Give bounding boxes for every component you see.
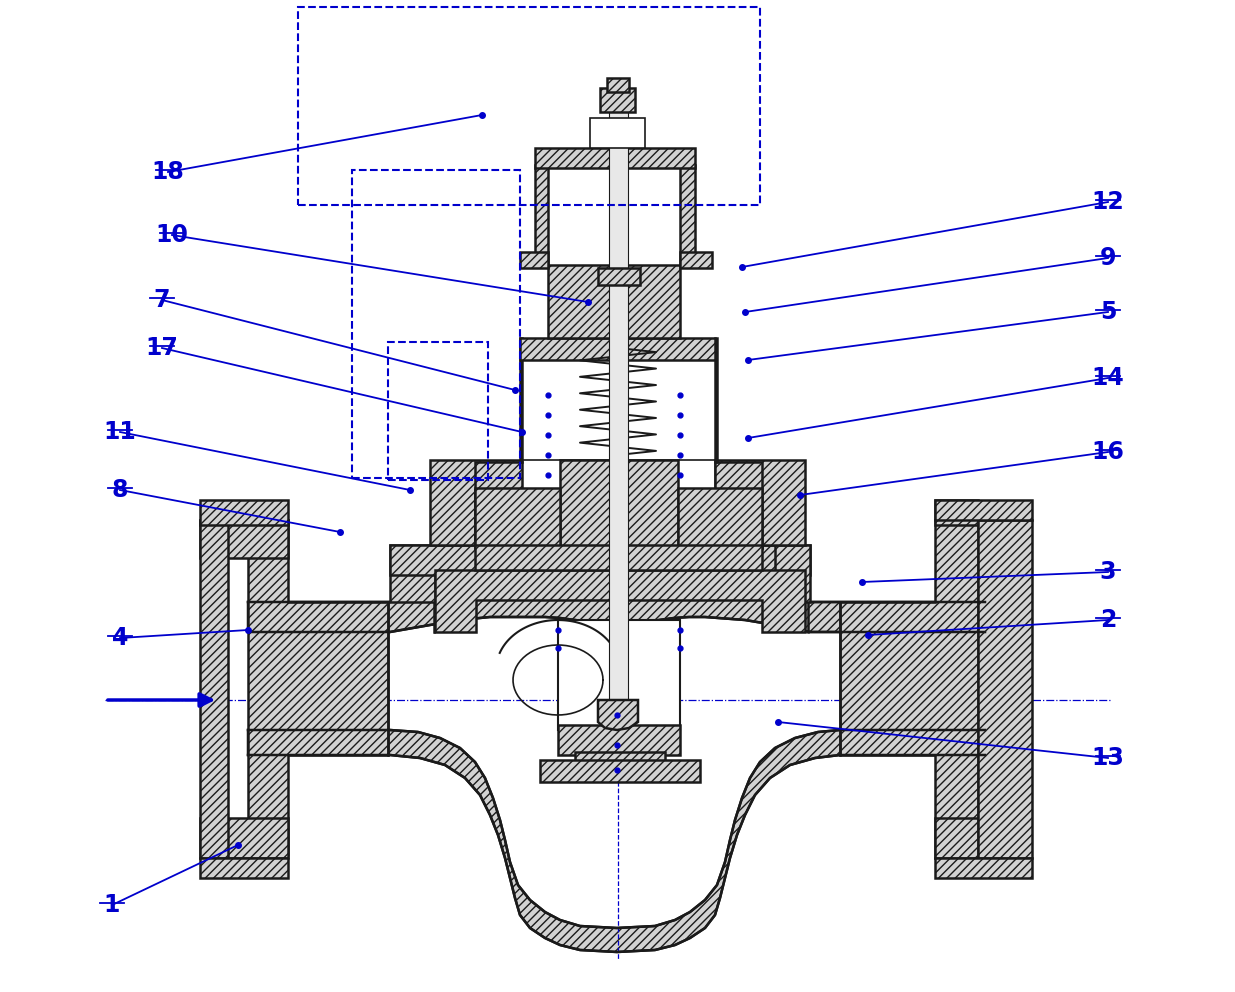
Polygon shape (535, 165, 548, 265)
Text: 16: 16 (1092, 440, 1124, 464)
Polygon shape (390, 545, 435, 602)
Polygon shape (200, 858, 288, 878)
Polygon shape (558, 620, 680, 730)
Bar (352, 170, 520, 478)
Text: 11: 11 (104, 420, 136, 444)
Polygon shape (200, 500, 288, 525)
Polygon shape (576, 752, 664, 768)
Polygon shape (935, 500, 1032, 520)
Polygon shape (535, 148, 695, 168)
Bar (298, 7, 760, 205)
Polygon shape (522, 340, 716, 460)
Polygon shape (520, 252, 548, 268)
Polygon shape (475, 545, 762, 570)
Text: 5: 5 (1099, 300, 1116, 324)
Polygon shape (200, 818, 288, 858)
Text: 18: 18 (152, 160, 184, 184)
Polygon shape (935, 500, 978, 525)
Polygon shape (715, 460, 805, 545)
Polygon shape (475, 488, 559, 548)
Polygon shape (200, 520, 228, 858)
Text: 17: 17 (146, 336, 178, 360)
Polygon shape (520, 338, 522, 462)
Polygon shape (978, 520, 1032, 858)
Polygon shape (430, 460, 520, 545)
Polygon shape (935, 858, 1032, 878)
Bar (388, 342, 488, 480)
Polygon shape (390, 545, 810, 575)
Polygon shape (200, 520, 288, 558)
Polygon shape (248, 730, 986, 952)
Polygon shape (609, 88, 629, 720)
Text: 10: 10 (156, 223, 189, 247)
Text: 9: 9 (1099, 246, 1116, 270)
Polygon shape (715, 462, 762, 548)
Polygon shape (559, 460, 678, 548)
Polygon shape (606, 78, 629, 92)
Polygon shape (248, 578, 986, 632)
Text: 7: 7 (153, 288, 170, 312)
Polygon shape (715, 338, 718, 462)
Polygon shape (435, 570, 805, 632)
Polygon shape (598, 700, 638, 730)
Text: 2: 2 (1100, 608, 1116, 632)
Polygon shape (540, 760, 700, 782)
Polygon shape (776, 545, 810, 602)
Polygon shape (590, 118, 645, 148)
Polygon shape (548, 265, 680, 338)
Polygon shape (248, 520, 388, 855)
Text: 3: 3 (1099, 560, 1116, 584)
Polygon shape (680, 252, 713, 268)
Polygon shape (520, 338, 715, 360)
Text: 14: 14 (1092, 366, 1124, 390)
Polygon shape (598, 268, 640, 285)
Polygon shape (680, 165, 695, 265)
Polygon shape (600, 88, 635, 112)
Text: 13: 13 (1092, 746, 1124, 770)
Polygon shape (475, 462, 522, 548)
Text: 4: 4 (112, 626, 128, 650)
Polygon shape (935, 818, 978, 858)
Polygon shape (840, 520, 978, 858)
Text: 12: 12 (1092, 190, 1124, 214)
Polygon shape (558, 725, 680, 755)
Text: 1: 1 (104, 893, 120, 917)
Text: 8: 8 (111, 478, 128, 502)
Polygon shape (678, 488, 762, 548)
